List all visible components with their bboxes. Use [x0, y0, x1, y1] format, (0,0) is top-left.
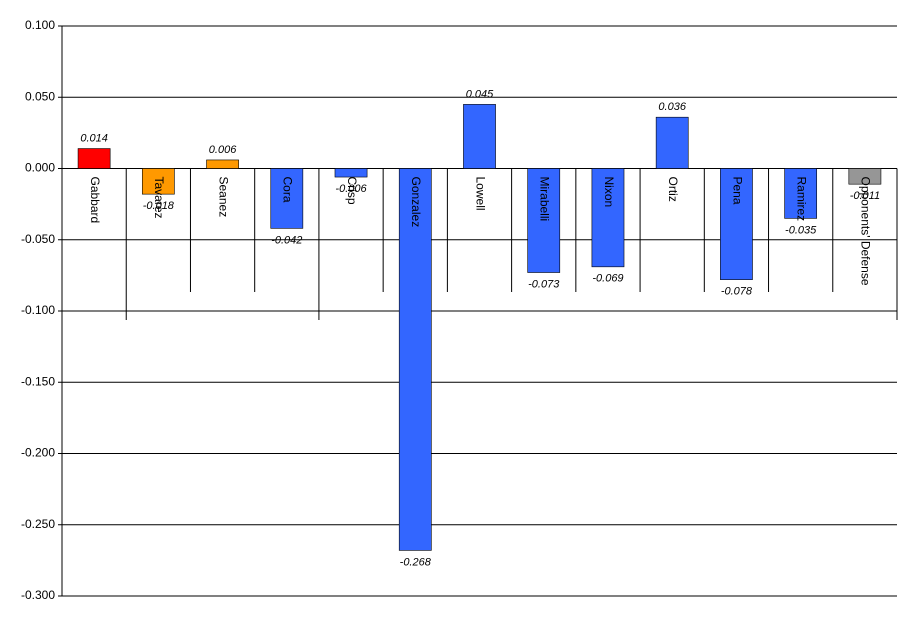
value-label: 0.045 — [466, 88, 494, 100]
bar — [334, 168, 368, 178]
bar — [270, 168, 304, 229]
bar — [77, 148, 111, 169]
bar — [463, 104, 496, 169]
value-label: -0.268 — [400, 556, 432, 568]
bar — [398, 168, 432, 551]
x-tick-label: Pena — [730, 177, 744, 205]
y-tick-label: 0.000 — [25, 161, 55, 175]
x-tick-label: Ortiz — [666, 177, 680, 202]
bar — [527, 168, 561, 273]
y-tick-label: -0.150 — [21, 374, 55, 388]
x-tick-label: Lowell — [473, 177, 487, 211]
value-label: -0.078 — [721, 286, 753, 298]
y-tick-label: 0.050 — [25, 89, 55, 103]
value-label: 0.006 — [209, 144, 237, 156]
x-tick-label: Opponents' Defense — [859, 177, 873, 286]
bar — [206, 159, 239, 169]
x-tick-label: Crisp — [345, 177, 359, 205]
bar — [720, 168, 753, 280]
x-tick-label: Cora — [281, 177, 295, 203]
value-label: -0.073 — [528, 278, 560, 290]
y-tick-label: -0.100 — [21, 303, 55, 317]
y-tick-label: -0.250 — [21, 517, 55, 531]
value-label: 0.036 — [658, 101, 686, 113]
y-tick-label: -0.050 — [21, 232, 55, 246]
value-label: -0.011 — [850, 190, 880, 202]
value-label: -0.035 — [785, 224, 817, 236]
x-tick-label: Seanez — [216, 177, 230, 218]
x-tick-label: Mirabelli — [538, 177, 552, 222]
value-label: -0.069 — [592, 273, 623, 285]
bar — [141, 168, 175, 195]
y-tick-label: -0.300 — [21, 588, 55, 602]
value-label: -0.006 — [335, 183, 367, 195]
x-tick-label: Tavarez — [152, 177, 166, 219]
value-label: -0.042 — [271, 234, 302, 246]
y-tick-label: 0.100 — [25, 18, 55, 32]
x-tick-label: Ramirez — [794, 177, 808, 222]
x-tick-label: Gonzalez — [409, 177, 423, 228]
value-label: 0.014 — [80, 132, 108, 144]
value-label: -0.018 — [143, 200, 175, 212]
bar — [848, 168, 882, 185]
y-tick-label: -0.200 — [21, 446, 55, 460]
bar — [784, 168, 818, 219]
bar — [591, 168, 625, 268]
x-tick-label: Gabbard — [88, 177, 102, 224]
bar — [655, 116, 689, 169]
x-tick-label: Nixon — [602, 177, 616, 208]
